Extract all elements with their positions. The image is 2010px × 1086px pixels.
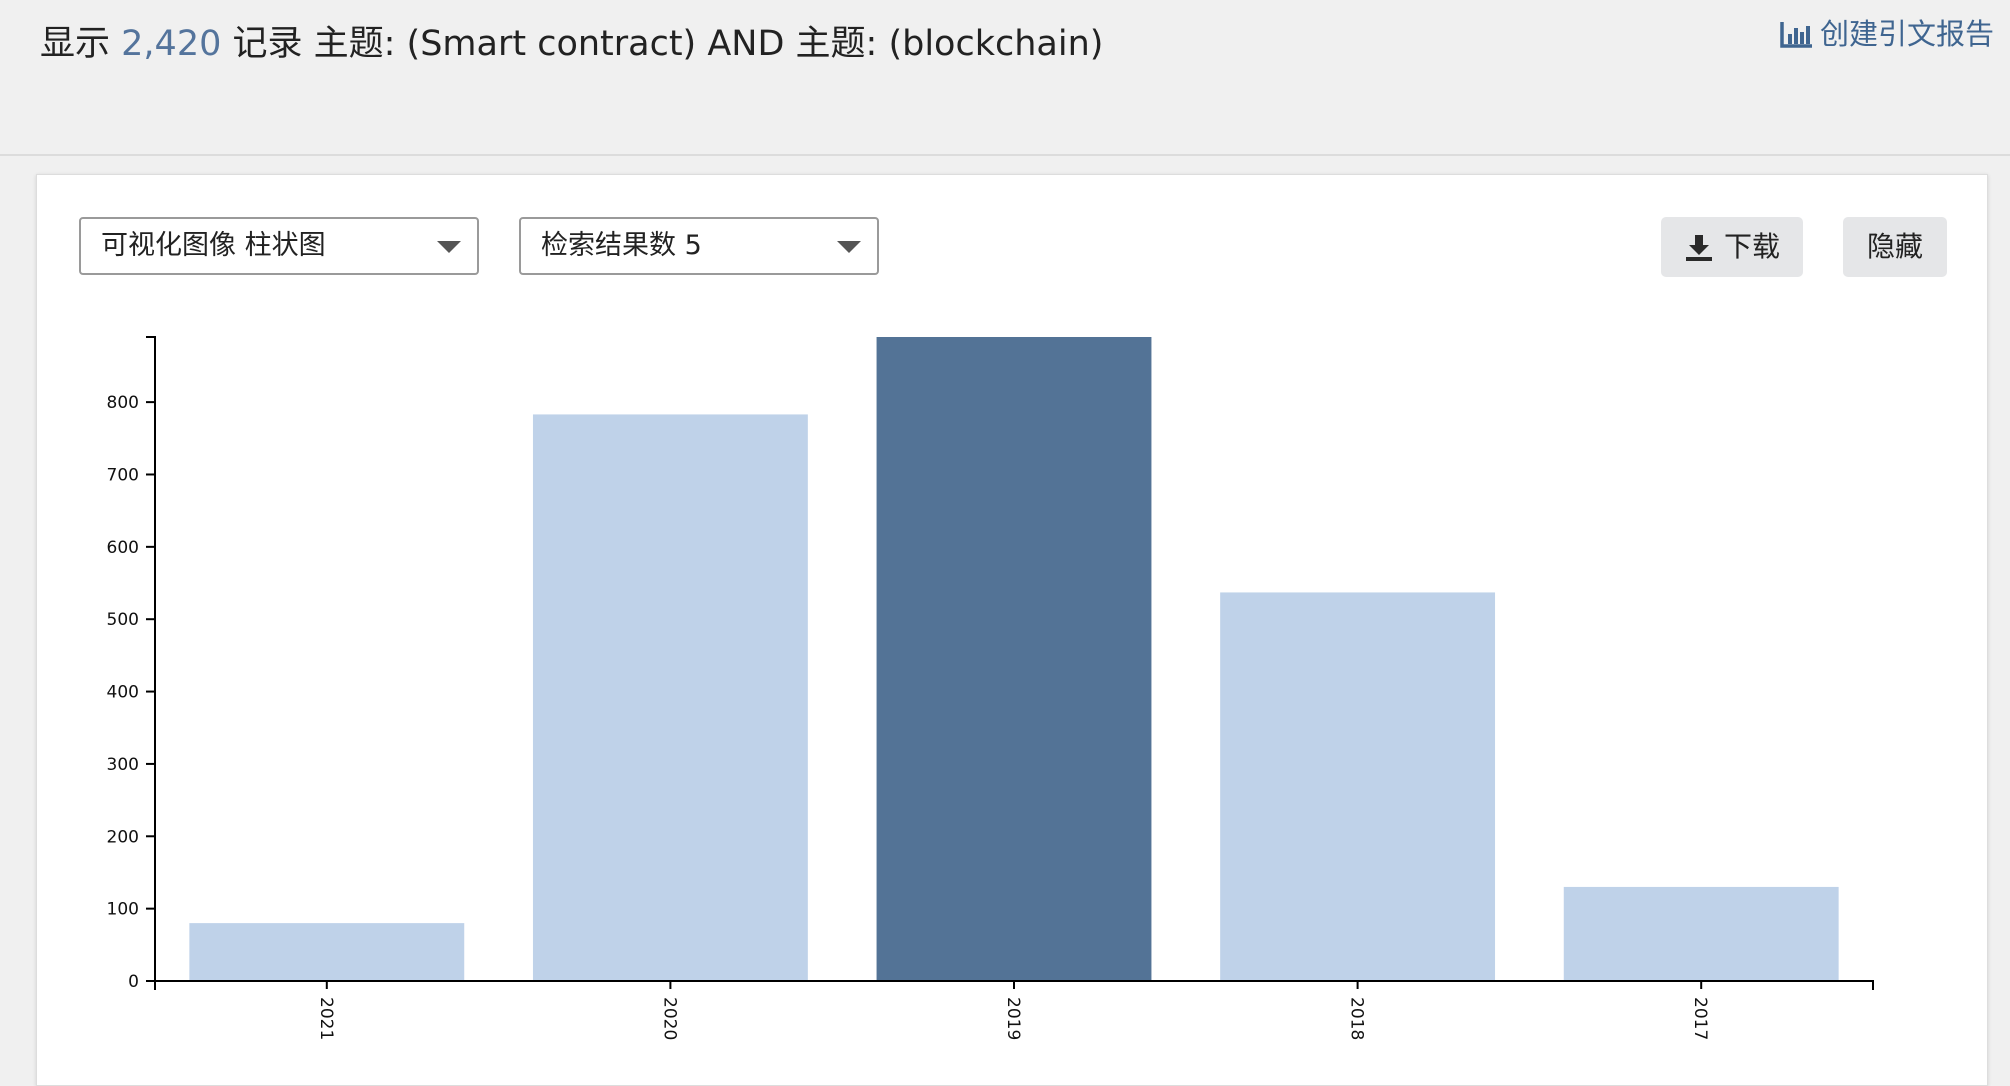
chevron-down-icon bbox=[837, 241, 861, 253]
results-count-select[interactable]: 检索结果数 5 bbox=[519, 217, 879, 275]
download-button[interactable]: 下载 bbox=[1661, 217, 1803, 277]
y-tick-label-200: 200 bbox=[107, 827, 139, 847]
x-tick-label-2017: 2017 bbox=[1690, 997, 1710, 1040]
bar-chart: 2021 2020 2019 2018 2017 0 100 200 300 400 500 600 7… bbox=[107, 336, 1874, 1040]
y-tick-label-500: 500 bbox=[107, 610, 139, 630]
y-tick-label-300: 300 bbox=[107, 755, 139, 775]
x-tick-label-2021: 2021 bbox=[316, 997, 336, 1040]
citation-report-label: 创建引文报告 bbox=[1819, 17, 1994, 51]
y-tick-label-0: 0 bbox=[128, 972, 139, 992]
results-query: 记录 主题: (Smart contract) AND 主题: (blockch… bbox=[232, 24, 1104, 64]
download-icon bbox=[1685, 235, 1712, 261]
download-label: 下载 bbox=[1723, 230, 1780, 263]
bar-chart-icon bbox=[1780, 22, 1812, 48]
bar-2021 bbox=[189, 923, 465, 981]
bar-2020 bbox=[532, 414, 808, 982]
chevron-down-icon bbox=[437, 241, 461, 253]
y-axis bbox=[146, 336, 156, 981]
results-title: 显示 2,420 记录 主题: (Smart contract) AND 主题:… bbox=[40, 18, 1103, 70]
y-tick-label-100: 100 bbox=[107, 900, 139, 920]
y-tick-label-700: 700 bbox=[107, 465, 139, 485]
x-tick-label-2019: 2019 bbox=[1003, 997, 1023, 1040]
y-tick-label-800: 800 bbox=[107, 393, 139, 413]
hide-button[interactable]: 隐藏 bbox=[1843, 217, 1947, 277]
results-prefix: 显示 bbox=[40, 24, 111, 64]
visualization-type-value: 可视化图像 柱状图 bbox=[101, 230, 326, 261]
results-header: 显示 2,420 记录 主题: (Smart contract) AND 主题:… bbox=[0, 0, 2010, 156]
y-tick-label-400: 400 bbox=[107, 683, 139, 703]
results-count-value: 检索结果数 5 bbox=[541, 230, 702, 261]
bar-2017 bbox=[1563, 886, 1839, 981]
create-citation-report-link[interactable]: 创建引文报告 bbox=[1780, 12, 1994, 56]
x-tick-label-2018: 2018 bbox=[1347, 997, 1367, 1040]
hide-label: 隐藏 bbox=[1866, 230, 1923, 263]
visualization-type-select[interactable]: 可视化图像 柱状图 bbox=[79, 217, 479, 275]
bar-2018 bbox=[1220, 592, 1496, 981]
y-tick-label-600: 600 bbox=[107, 538, 139, 558]
x-axis bbox=[154, 980, 1874, 990]
x-tick-label-2020: 2020 bbox=[659, 997, 679, 1040]
visualization-panel: 可视化图像 柱状图 检索结果数 5 下载 隐藏 2021 2020 2019 2018… bbox=[36, 174, 1988, 1086]
bar-2019 bbox=[876, 337, 1152, 981]
results-count: 2,420 bbox=[121, 24, 222, 64]
